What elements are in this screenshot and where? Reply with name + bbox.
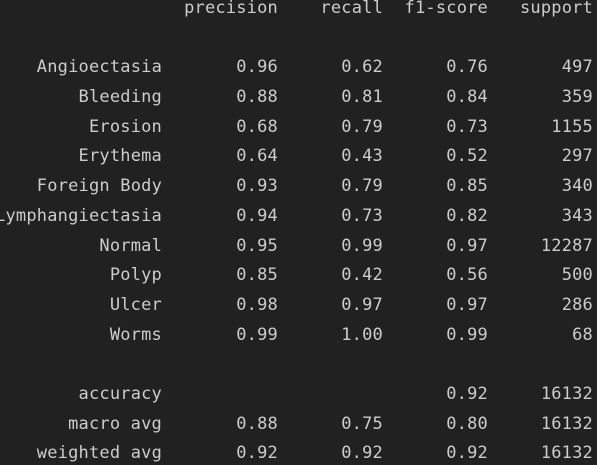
summary-row-macro-avg: macro avg 0.88 0.75 0.80 16132 <box>0 412 597 436</box>
recall-value: 0.62 <box>341 57 383 77</box>
precision-value: 0.96 <box>236 57 278 77</box>
summary-label: accuracy <box>78 384 162 404</box>
f1-score-value: 0.85 <box>446 176 488 196</box>
f1-score-value: 0.97 <box>446 236 488 256</box>
header-f1-score: f1-score <box>404 0 488 18</box>
support-value: 12287 <box>540 236 593 256</box>
f1-score-value: 0.76 <box>446 57 488 77</box>
f1-score-value: 0.52 <box>446 146 488 166</box>
class-row-foreign-body: Foreign Body 0.93 0.79 0.85 340 <box>0 174 597 198</box>
support-value: 286 <box>561 295 593 315</box>
summary-label: weighted avg <box>36 443 162 463</box>
class-row-polyp: Polyp 0.85 0.42 0.56 500 <box>0 263 597 287</box>
class-row-ulcer: Ulcer 0.98 0.97 0.97 286 <box>0 293 597 317</box>
support-value: 359 <box>561 87 593 107</box>
recall-value: 0.43 <box>341 146 383 166</box>
f1-score-value: 0.80 <box>446 414 488 434</box>
support-value: 343 <box>561 206 593 226</box>
recall-value: 0.75 <box>341 414 383 434</box>
support-value: 68 <box>572 325 593 345</box>
class-label: Bleeding <box>78 87 162 107</box>
class-row-lymphangiectasia: Lymphangiectasia 0.94 0.73 0.82 343 <box>0 204 597 228</box>
precision-value: 0.92 <box>236 443 278 463</box>
class-label: Lymphangiectasia <box>0 206 162 226</box>
recall-value: 0.81 <box>341 87 383 107</box>
f1-score-value: 0.92 <box>446 384 488 404</box>
f1-score-value: 0.73 <box>446 117 488 137</box>
precision-value: 0.93 <box>236 176 278 196</box>
class-label: Erythema <box>78 146 162 166</box>
class-row-erythema: Erythema 0.64 0.43 0.52 297 <box>0 144 597 168</box>
recall-value: 0.79 <box>341 117 383 137</box>
support-value: 16132 <box>540 443 593 463</box>
recall-value: 0.73 <box>341 206 383 226</box>
report-header-row: precision recall f1-score support <box>0 0 597 20</box>
class-label: Worms <box>109 325 162 345</box>
support-value: 16132 <box>540 414 593 434</box>
support-value: 500 <box>561 265 593 285</box>
class-row-normal: Normal 0.95 0.99 0.97 12287 <box>0 234 597 258</box>
support-value: 340 <box>561 176 593 196</box>
class-label: Ulcer <box>109 295 162 315</box>
class-label: Angioectasia <box>36 57 162 77</box>
recall-value: 0.79 <box>341 176 383 196</box>
support-value: 297 <box>561 146 593 166</box>
precision-value: 0.88 <box>236 87 278 107</box>
support-value: 497 <box>561 57 593 77</box>
support-value: 1155 <box>551 117 593 137</box>
summary-row-accuracy: accuracy 0.92 16132 <box>0 382 597 406</box>
header-support: support <box>519 0 593 18</box>
class-label: Normal <box>99 236 162 256</box>
precision-value: 0.98 <box>236 295 278 315</box>
precision-value: 0.85 <box>236 265 278 285</box>
class-row-worms: Worms 0.99 1.00 0.99 68 <box>0 323 597 347</box>
precision-value: 0.68 <box>236 117 278 137</box>
support-value: 16132 <box>540 384 593 404</box>
f1-score-value: 0.99 <box>446 325 488 345</box>
class-row-angioectasia: Angioectasia 0.96 0.62 0.76 497 <box>0 55 597 79</box>
class-label: Polyp <box>109 265 162 285</box>
header-recall: recall <box>320 0 383 18</box>
class-label: Erosion <box>88 117 162 137</box>
summary-label: macro avg <box>68 414 162 434</box>
f1-score-value: 0.56 <box>446 265 488 285</box>
recall-value: 0.99 <box>341 236 383 256</box>
precision-value: 0.99 <box>236 325 278 345</box>
precision-value: 0.88 <box>236 414 278 434</box>
precision-value: 0.94 <box>236 206 278 226</box>
precision-value: 0.64 <box>236 146 278 166</box>
summary-row-weighted-avg: weighted avg 0.92 0.92 0.92 16132 <box>0 441 597 465</box>
recall-value: 0.42 <box>341 265 383 285</box>
f1-score-value: 0.97 <box>446 295 488 315</box>
recall-value: 0.97 <box>341 295 383 315</box>
class-row-erosion: Erosion 0.68 0.79 0.73 1155 <box>0 115 597 139</box>
header-precision: precision <box>184 0 278 18</box>
recall-value: 0.92 <box>341 443 383 463</box>
precision-value: 0.95 <box>236 236 278 256</box>
class-label: Foreign Body <box>36 176 162 196</box>
class-row-bleeding: Bleeding 0.88 0.81 0.84 359 <box>0 85 597 109</box>
recall-value: 1.00 <box>341 325 383 345</box>
f1-score-value: 0.82 <box>446 206 488 226</box>
f1-score-value: 0.84 <box>446 87 488 107</box>
f1-score-value: 0.92 <box>446 443 488 463</box>
